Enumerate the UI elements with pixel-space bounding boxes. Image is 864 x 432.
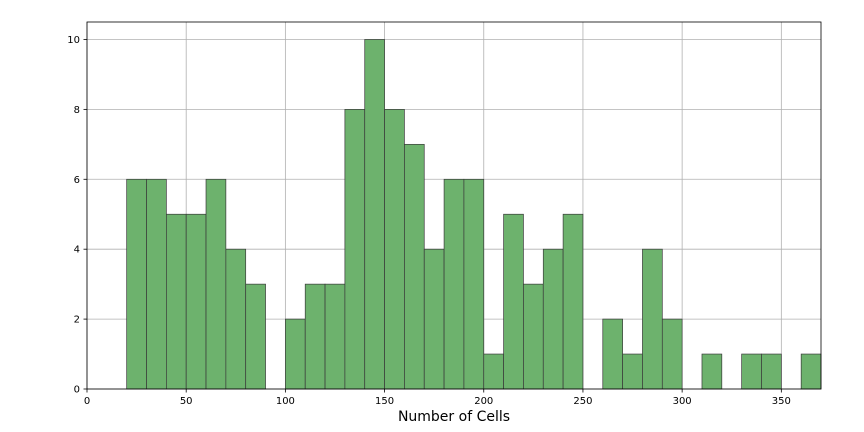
histogram-bar [523,283,544,390]
x-tick-label: 250 [573,396,592,407]
histogram-bar [642,248,663,390]
histogram-bar [602,318,623,390]
x-tick-label: 300 [673,396,692,407]
histogram-bar [483,353,504,390]
histogram-bar [324,283,346,390]
histogram-bar [701,353,723,390]
x-tick-label: 150 [375,396,394,407]
x-axis-ticks: 0 50 100 150 200 250 300 350 [84,389,791,407]
histogram-bar [384,109,405,390]
histogram-bar [463,178,485,390]
histogram-bar [661,318,683,390]
histogram-bar [562,213,584,390]
histogram-bar [225,248,247,390]
histogram-bar [126,178,147,390]
y-tick-label: 2 [74,315,80,326]
histogram-bar [761,353,782,390]
histogram-bar [542,248,564,390]
histogram-bar [304,283,326,390]
x-axis-label: Number of Cells [398,409,510,425]
y-tick-label: 6 [74,175,80,186]
histogram-bar [622,353,643,390]
histogram-bar [741,353,762,390]
histogram-bar [166,213,187,390]
x-tick-label: 100 [276,396,295,407]
x-tick-label: 200 [474,396,493,407]
x-tick-label: 50 [180,396,193,407]
histogram-bar [423,248,445,390]
y-tick-label: 10 [67,35,80,46]
x-tick-label: 350 [772,396,791,407]
histogram-bar [503,213,524,390]
histogram-bar [404,143,425,390]
histogram-bar [285,318,306,390]
y-tick-label: 4 [74,245,80,256]
histogram-bar [205,178,227,390]
y-axis-ticks: 0 2 4 6 8 10 [67,35,87,396]
histogram-bar [185,213,207,390]
histogram-bar [443,178,465,390]
x-tick-label: 0 [84,396,90,407]
histogram-bar [245,283,266,390]
y-tick-label: 8 [74,105,80,116]
histogram-bar [146,178,167,390]
histogram-bar [344,109,366,390]
histogram-bar [800,353,822,390]
plot-frame [86,21,822,390]
histogram-bar [364,39,385,390]
y-tick-label: 0 [74,385,80,396]
